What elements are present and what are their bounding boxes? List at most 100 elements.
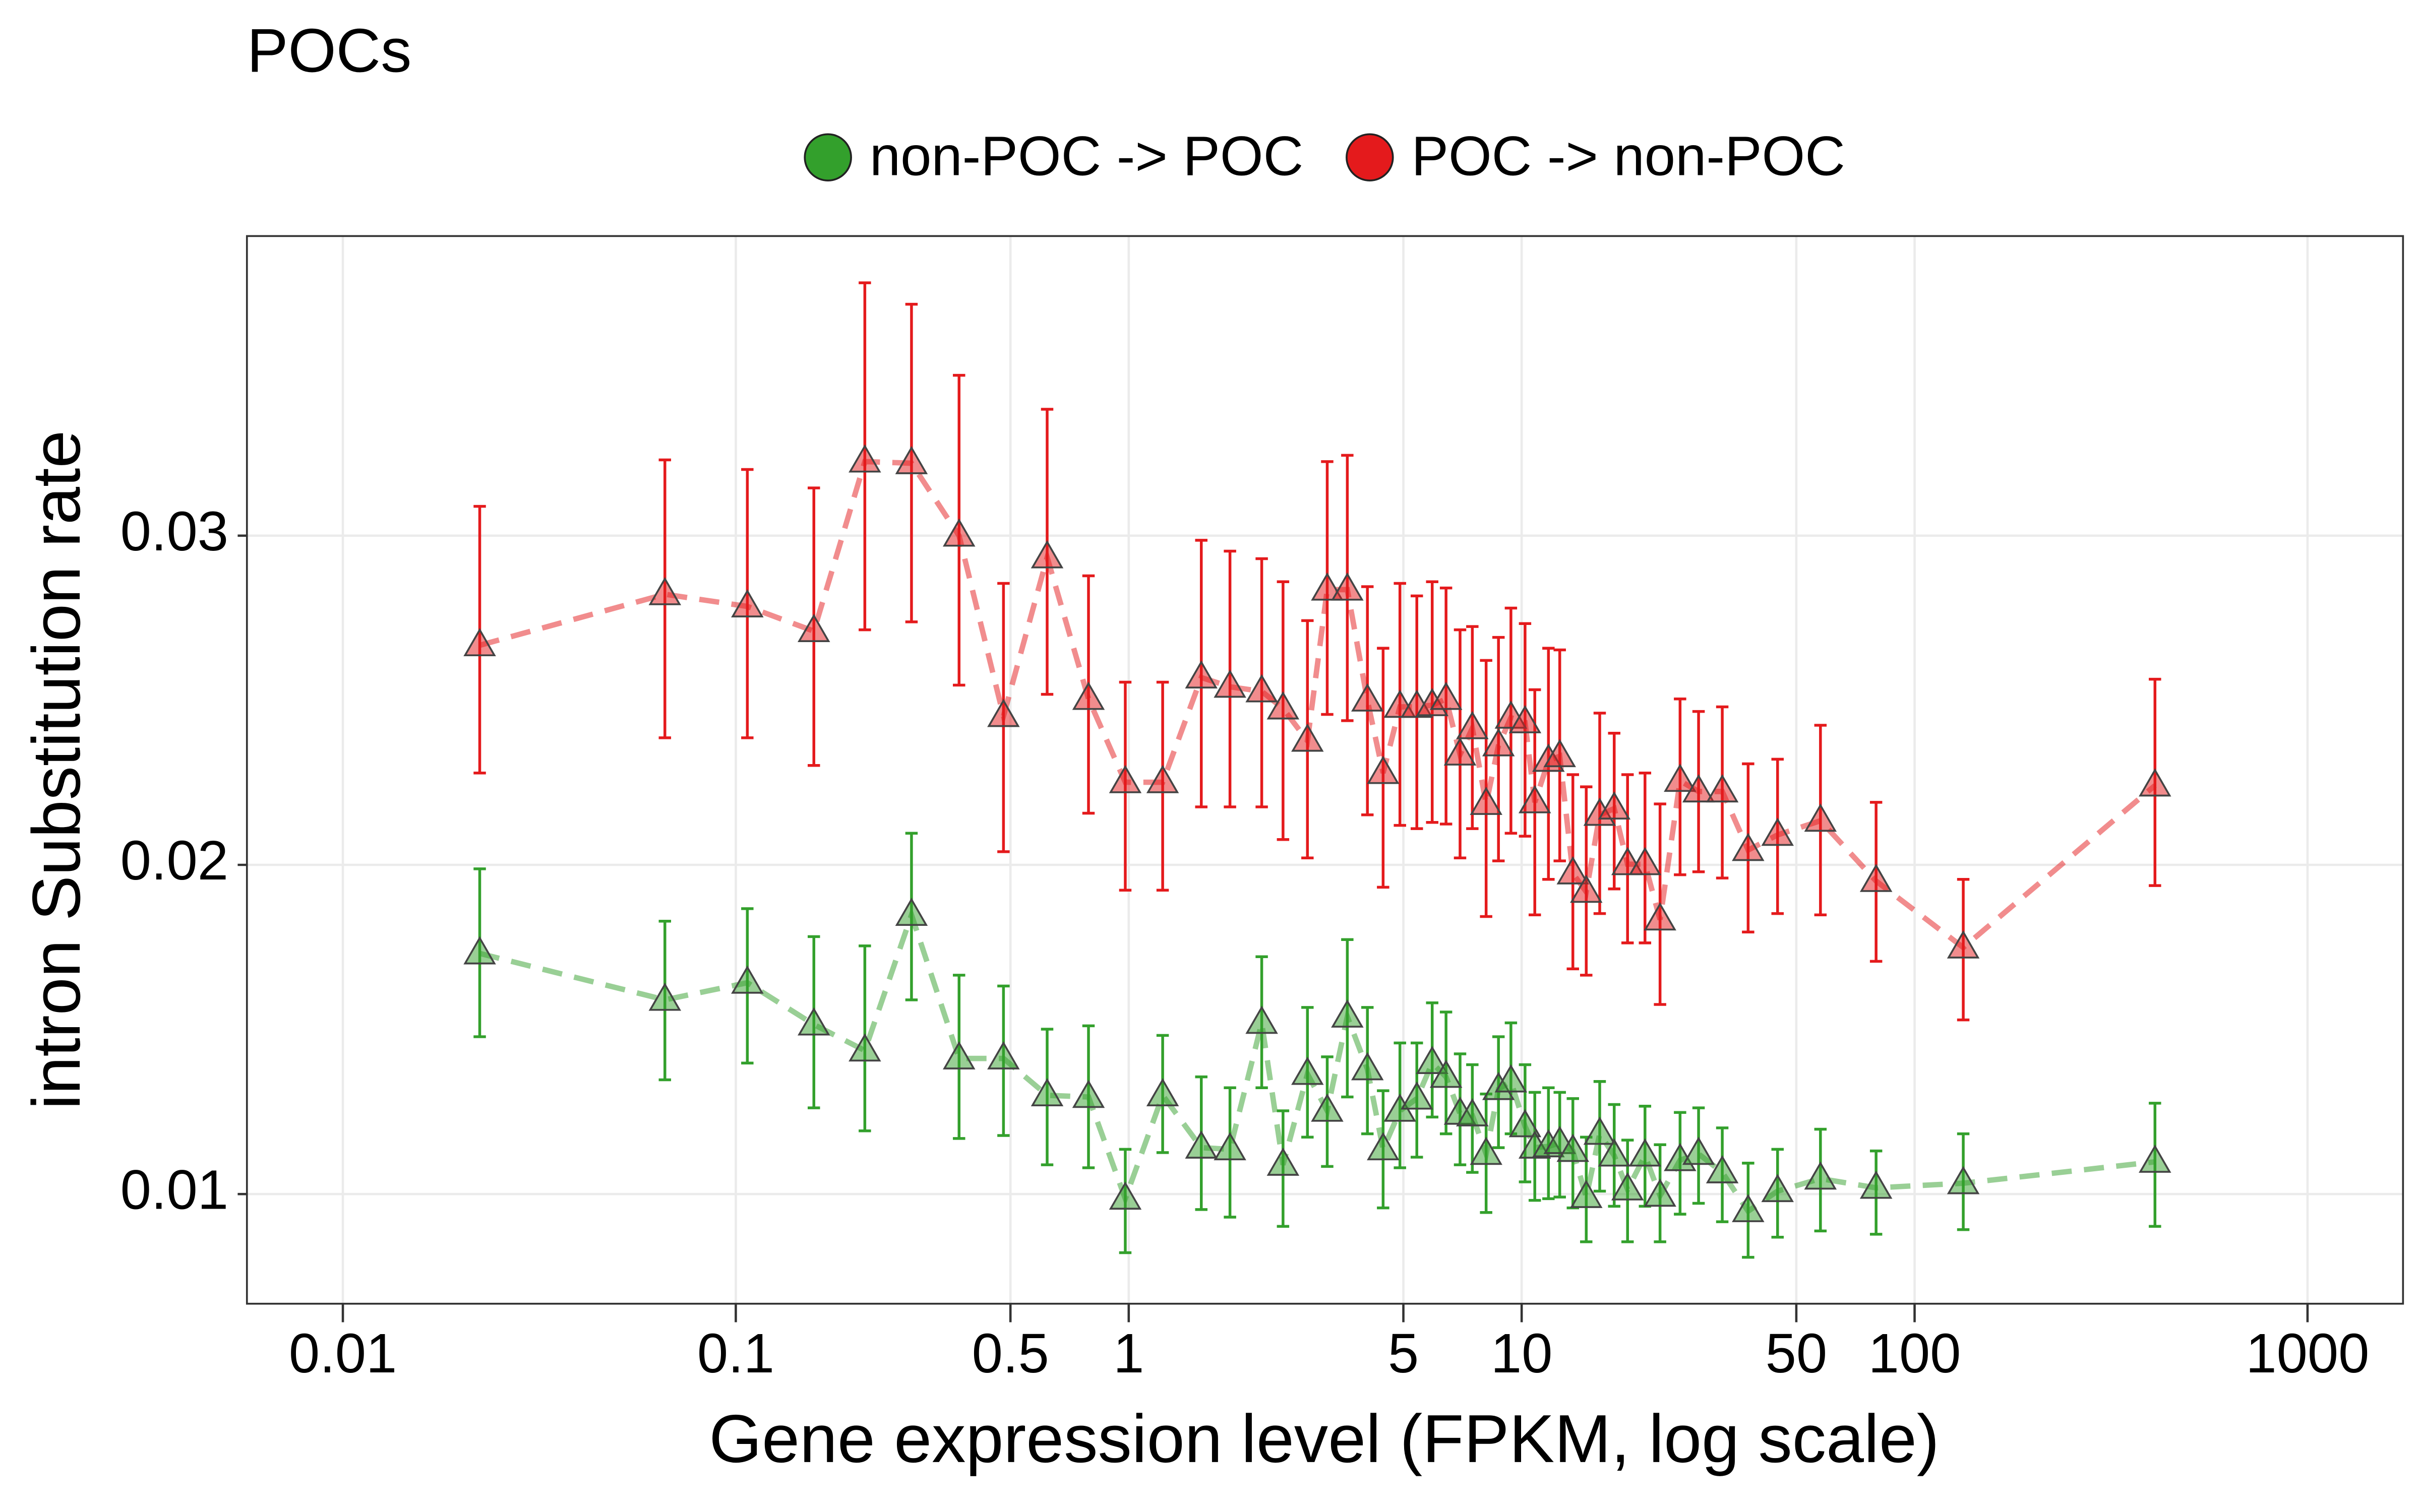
legend-label: non-POC -> POC — [870, 125, 1303, 187]
point — [797, 1007, 830, 1036]
point — [1583, 1116, 1616, 1145]
x-tick-label: 5 — [1388, 1322, 1419, 1384]
point — [1570, 1179, 1603, 1208]
point — [1072, 681, 1105, 710]
point — [1146, 1078, 1179, 1106]
point — [1443, 737, 1477, 766]
point — [2139, 768, 2171, 797]
point — [1482, 728, 1515, 757]
point — [1331, 999, 1364, 1028]
chart-title: POCs — [247, 16, 412, 85]
x-tick-label: 1 — [1113, 1322, 1144, 1384]
point — [1456, 1098, 1489, 1126]
point — [1598, 1138, 1630, 1167]
point — [1456, 711, 1489, 739]
x-axis-title: Gene expression level (FPKM, log scale) — [709, 1401, 1939, 1477]
x-tick-label: 50 — [1766, 1322, 1828, 1384]
x-tick-label: 0.5 — [972, 1322, 1049, 1384]
point — [1291, 1056, 1324, 1085]
legend-label: POC -> non-POC — [1411, 125, 1845, 187]
point — [1031, 540, 1064, 569]
point — [849, 444, 881, 473]
point — [2139, 1144, 2171, 1173]
point — [648, 982, 682, 1011]
point — [1947, 1166, 1980, 1194]
y-axis-title: intron Substitution rate — [18, 430, 94, 1110]
point — [1351, 1052, 1384, 1081]
point — [1644, 902, 1676, 931]
point — [1351, 683, 1384, 712]
point — [1494, 1064, 1528, 1093]
point — [1804, 1161, 1837, 1190]
legend: non-POC -> POC POC -> non-POC — [804, 125, 1845, 187]
point — [1570, 874, 1603, 903]
point — [1245, 1005, 1278, 1034]
y-tick-label: 0.01 — [120, 1159, 228, 1221]
point — [1146, 765, 1179, 793]
legend-item: non-POC -> POC — [804, 125, 1303, 187]
point — [1311, 572, 1344, 601]
x-tick-label: 100 — [1868, 1322, 1961, 1384]
legend-swatch — [1346, 133, 1394, 181]
point — [1185, 1130, 1218, 1159]
legend-swatch — [804, 133, 852, 181]
y-tick-label: 0.03 — [120, 500, 228, 562]
plot-area — [463, 281, 2171, 1259]
point — [987, 1041, 1020, 1069]
point — [1291, 723, 1324, 752]
point — [1732, 833, 1765, 861]
point — [1031, 1078, 1064, 1106]
point — [463, 628, 496, 657]
point — [797, 613, 830, 642]
point — [1556, 1133, 1590, 1162]
axes: 0.01 0.1 0.5 1 5 10 50 100 1000 0.01 0.02 0.03 — [120, 500, 2370, 1384]
point — [1761, 1174, 1794, 1203]
x-tick-label: 10 — [1491, 1322, 1553, 1384]
point — [987, 699, 1020, 727]
point — [1556, 856, 1590, 885]
point — [1644, 1178, 1676, 1207]
point — [1859, 1170, 1893, 1199]
point — [731, 589, 764, 617]
point — [1367, 1132, 1400, 1161]
point — [1598, 791, 1630, 820]
point — [1072, 1080, 1105, 1108]
point — [1109, 765, 1142, 793]
point — [1185, 660, 1218, 689]
point — [1543, 739, 1576, 768]
point — [1245, 674, 1278, 703]
point — [1416, 1045, 1448, 1074]
point — [1311, 1093, 1344, 1122]
point — [1508, 1109, 1542, 1138]
point — [1367, 755, 1400, 784]
point — [1331, 572, 1364, 601]
point — [895, 897, 928, 926]
point — [1429, 1059, 1463, 1088]
point — [731, 965, 764, 994]
plot-background — [247, 236, 2403, 1304]
point — [1706, 1155, 1739, 1183]
x-tick-label: 0.01 — [289, 1322, 397, 1384]
point — [1611, 1172, 1644, 1201]
point — [943, 518, 976, 547]
point — [895, 446, 928, 474]
point — [1214, 669, 1246, 698]
point — [1214, 1132, 1246, 1161]
point — [1706, 774, 1739, 803]
point — [1266, 691, 1300, 720]
point — [1947, 930, 1980, 959]
point — [1429, 681, 1463, 710]
point — [1266, 1147, 1300, 1176]
point — [1859, 863, 1893, 892]
point — [1761, 817, 1794, 846]
point — [849, 1033, 881, 1062]
point — [1470, 1137, 1502, 1165]
point — [648, 577, 682, 605]
x-tick-label: 1000 — [2246, 1322, 2369, 1384]
point — [943, 1041, 976, 1069]
x-tick-label: 0.1 — [697, 1322, 774, 1384]
point — [1664, 764, 1697, 792]
point — [1804, 803, 1837, 832]
point — [1400, 1081, 1433, 1110]
